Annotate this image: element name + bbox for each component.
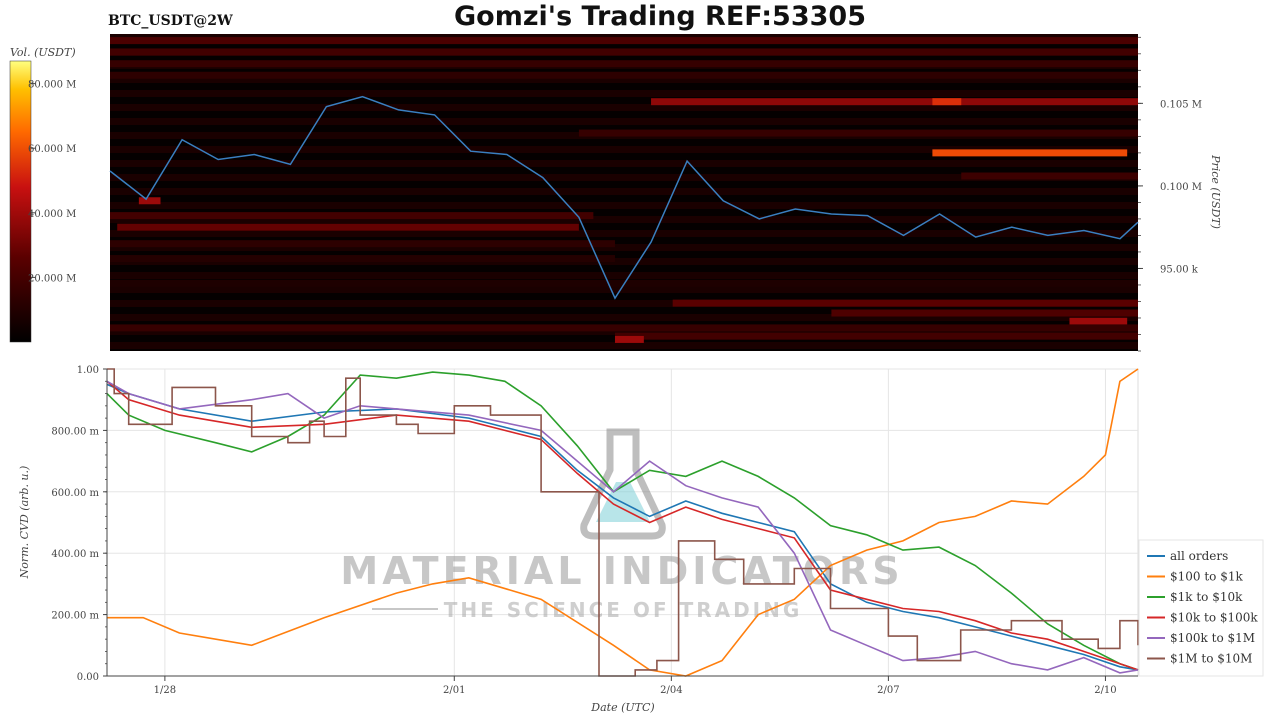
price-line — [109, 95, 1139, 300]
cvd-y-tick-label: 600.00 m — [51, 488, 99, 499]
heatmap-y-tick-label: 95.00 k — [1160, 264, 1199, 275]
heatmap-row — [110, 118, 1138, 125]
heatmap-band — [831, 309, 1138, 317]
heatmap-band — [110, 60, 1138, 68]
cvd-x-tick-label: 2/04 — [660, 685, 682, 696]
cvd-y-tick-label: 800.00 m — [51, 426, 99, 437]
cvd-x-axis-label: Date (UTC) — [590, 701, 654, 714]
heatmap-row — [110, 90, 1138, 97]
cvd-series-line — [106, 383, 1139, 671]
cvd-x-ticks: 1/28 2/01 2/04 2/07 2/10 — [154, 676, 1117, 696]
heatmap-row — [110, 146, 1138, 153]
heatmap-band — [961, 172, 1138, 180]
colorbar-tick-label: 60.000 M — [28, 144, 76, 155]
symbol-label: BTC_USDT@2W — [108, 13, 233, 29]
heatmap-row — [110, 230, 1138, 237]
heatmap-band — [614, 335, 644, 343]
legend-entry-label: $100 to $1k — [1170, 570, 1243, 584]
colorbar-tick-label: 40.000 M — [28, 209, 76, 220]
heatmap-band — [138, 197, 161, 205]
legend-entry-label: $1M to $10M — [1170, 652, 1252, 666]
legend-entry-label: $10k to $100k — [1170, 611, 1258, 625]
heatmap-row — [110, 216, 1138, 223]
heatmap-band — [672, 299, 1138, 307]
legend-entry-label: $100k to $1M — [1170, 631, 1255, 645]
cvd-x-tick-label: 1/28 — [154, 685, 176, 696]
heatmap-rows — [110, 34, 1138, 349]
heatmap-y-tick-label: 0.105 M — [1160, 99, 1202, 110]
cvd-x-tick-label: 2/01 — [443, 685, 465, 696]
heatmap-row — [110, 258, 1138, 265]
colorbar — [9, 60, 32, 343]
legend-entry-label: all orders — [1170, 549, 1228, 563]
heatmap-row — [110, 342, 1138, 349]
cvd-series-line — [107, 368, 1139, 677]
colorbar-label: Vol. (USDT) — [10, 46, 76, 59]
legend: all orders $100 to $1k $1k to $10k $10k to … — [1138, 539, 1264, 677]
heatmap-y-tick-label: 0.100 M — [1160, 182, 1202, 193]
cvd-series-line — [106, 380, 1139, 674]
heatmap-band — [110, 255, 615, 263]
heatmap-band — [117, 223, 579, 231]
chart-title: Gomzi's Trading REF:53305 — [454, 1, 866, 32]
heatmap-band — [614, 332, 1138, 340]
heatmap-row — [110, 160, 1138, 167]
cvd-y-ticks: 0.00 200.00 m 400.00 m 600.00 m 800.00 m 1.00 — [51, 365, 107, 683]
heatmap-band — [110, 48, 1138, 56]
heatmap-row — [110, 286, 1138, 293]
cvd-y-tick-label: 0.00 — [77, 672, 99, 683]
heatmap-row — [110, 314, 1138, 321]
legend-box — [1138, 539, 1264, 677]
cvd-series-line — [106, 371, 1139, 671]
legend-entry-label: $1k to $10k — [1170, 590, 1243, 604]
colorbar-tick-label: 80.000 M — [28, 80, 76, 91]
cvd-x-tick-label: 2/10 — [1094, 685, 1116, 696]
heatmap-row — [110, 272, 1138, 279]
heatmap-row — [110, 174, 1138, 181]
heatmap-band — [932, 98, 962, 106]
heatmap-row — [110, 328, 1138, 335]
colorbar-tick-label: 20.000 M — [28, 273, 76, 284]
cvd-y-axis-label: Norm. CVD (arb. u.) — [18, 466, 31, 580]
heatmap-band — [110, 324, 1138, 332]
watermark-tagline: THE SCIENCE OF TRADING — [444, 598, 803, 622]
heatmap-row — [110, 188, 1138, 195]
heatmap-row — [110, 104, 1138, 111]
heatmap-band — [110, 37, 1138, 45]
cvd-series-lines — [106, 368, 1139, 677]
heatmap-band — [110, 212, 594, 220]
heatmap-band — [578, 129, 1138, 137]
heatmap-panel — [109, 34, 1139, 351]
heatmap-row — [110, 300, 1138, 307]
heatmap-y-ticks: 95.00 k 0.100 M 0.105 M — [1138, 36, 1202, 352]
cvd-y-tick-label: 400.00 m — [51, 549, 99, 560]
heatmap-band — [110, 240, 615, 248]
heatmap-row — [110, 76, 1138, 83]
heatmap-band — [651, 98, 1138, 106]
heatmap-band — [110, 71, 1138, 79]
heatmap-row — [110, 244, 1138, 251]
cvd-x-tick-label: 2/07 — [877, 685, 899, 696]
cvd-y-tick-label: 1.00 — [77, 365, 99, 376]
heatmap-y-axis-label: Price (USDT) — [1209, 154, 1222, 229]
cvd-y-tick-label: 200.00 m — [51, 611, 99, 622]
colorbar-ticks: 20.000 M 40.000 M 60.000 M 80.000 M — [28, 80, 76, 285]
heatmap-row — [110, 202, 1138, 209]
heatmap-band — [1069, 317, 1128, 325]
heatmap-band — [932, 149, 1128, 157]
